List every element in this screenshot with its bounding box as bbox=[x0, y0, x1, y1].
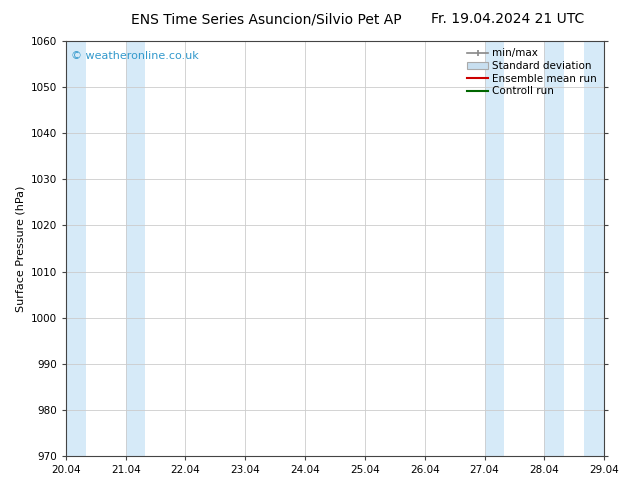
Legend: min/max, Standard deviation, Ensemble mean run, Controll run: min/max, Standard deviation, Ensemble me… bbox=[463, 44, 601, 100]
Y-axis label: Surface Pressure (hPa): Surface Pressure (hPa) bbox=[15, 185, 25, 312]
Text: Fr. 19.04.2024 21 UTC: Fr. 19.04.2024 21 UTC bbox=[430, 12, 584, 26]
Bar bbox=[484, 41, 504, 456]
Bar bbox=[585, 41, 604, 456]
Bar bbox=[545, 41, 564, 456]
Text: © weatheronline.co.uk: © weatheronline.co.uk bbox=[71, 51, 199, 61]
Bar bbox=[66, 41, 86, 456]
Text: ENS Time Series Asuncion/Silvio Pet AP: ENS Time Series Asuncion/Silvio Pet AP bbox=[131, 12, 401, 26]
Bar bbox=[126, 41, 145, 456]
